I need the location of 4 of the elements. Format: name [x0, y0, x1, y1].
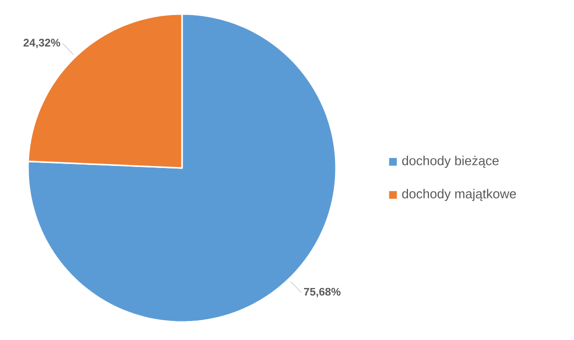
data-label: 24,32%: [24, 38, 60, 48]
data-label: 75,68%: [304, 288, 341, 298]
legend-label: dochody bieżące: [402, 156, 499, 168]
legend-label: dochody majątkowe: [402, 188, 516, 202]
